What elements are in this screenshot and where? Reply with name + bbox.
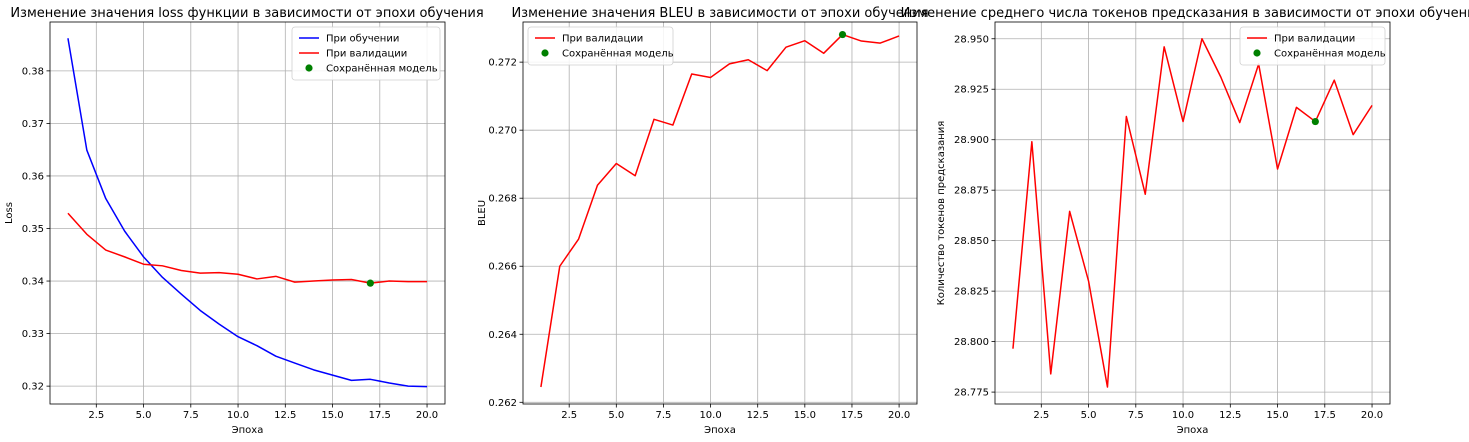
legend-label: При обучении xyxy=(326,34,399,45)
saved-model-point xyxy=(1311,117,1319,126)
y-tick-label: 0.270 xyxy=(488,126,517,137)
x-axis-label: Эпоха xyxy=(232,425,264,436)
y-tick-label: 0.34 xyxy=(22,277,44,288)
series-line-при-валидации xyxy=(1012,38,1373,388)
x-tick-label: 7.5 xyxy=(183,410,199,421)
legend-label: Сохранённая модель xyxy=(326,64,438,75)
legend: При валидации Сохранённая модель xyxy=(527,26,674,66)
x-tick-label: 2.5 xyxy=(1033,410,1049,421)
chart-title: Изменение значения loss функции в зависи… xyxy=(10,6,483,21)
y-tick-label: 0.36 xyxy=(22,171,44,182)
x-tick-label: 5.0 xyxy=(1081,410,1097,421)
y-tick-label: 0.35 xyxy=(22,224,44,235)
legend-box xyxy=(527,26,674,66)
y-axis-label: Количество токенов предсказания xyxy=(936,121,947,306)
y-tick-label: 28.800 xyxy=(954,337,989,348)
legend-label: Сохранённая модель xyxy=(562,49,674,60)
x-tick-label: 20.0 xyxy=(416,410,438,421)
x-tick-label: 10.0 xyxy=(227,410,249,421)
x-tick-label: 10.0 xyxy=(699,410,721,421)
legend-box xyxy=(291,26,441,81)
y-tick-label: 0.38 xyxy=(22,66,44,77)
y-tick-label: 28.900 xyxy=(954,135,989,146)
y-axis-label: BLEU xyxy=(477,200,488,226)
y-tick-label: 28.875 xyxy=(954,186,989,197)
x-tick-label: 20.0 xyxy=(888,410,910,421)
y-tick-label: 0.268 xyxy=(488,194,517,205)
x-tick-label: 17.5 xyxy=(369,410,391,421)
y-tick-label: 0.32 xyxy=(22,382,44,393)
series-line-при-валидации xyxy=(540,33,900,388)
x-tick-label: 2.5 xyxy=(88,410,104,421)
y-tick-label: 0.33 xyxy=(22,329,44,340)
legend: При обучении При валидации Сохранённая мод… xyxy=(291,26,441,81)
x-axis-label: Эпоха xyxy=(704,425,736,436)
y-axis-label: Loss xyxy=(4,202,15,224)
y-tick-label: 0.266 xyxy=(488,262,517,273)
x-tick-label: 17.5 xyxy=(841,410,863,421)
plot-frame xyxy=(994,21,1391,405)
x-axis-label: Эпоха xyxy=(1177,425,1209,436)
legend-swatch-dot xyxy=(305,64,313,72)
legend-label: При валидации xyxy=(1274,34,1355,45)
plot-frame xyxy=(49,21,446,405)
x-tick-label: 2.5 xyxy=(561,410,577,421)
x-tick-label: 7.5 xyxy=(655,410,671,421)
saved-model-point xyxy=(366,279,374,287)
chart-title: Изменение среднего числа токенов предска… xyxy=(901,6,1469,21)
x-tick-label: 12.5 xyxy=(747,410,769,421)
legend-swatch-dot xyxy=(541,49,549,57)
x-tick-label: 17.5 xyxy=(1314,410,1336,421)
x-tick-label: 15.0 xyxy=(1266,410,1288,421)
y-tick-label: 0.262 xyxy=(488,398,517,409)
chart-title: Изменение значения BLEU в зависимости от… xyxy=(511,6,928,21)
legend-label: Сохранённая модель xyxy=(1274,49,1386,60)
x-tick-label: 12.5 xyxy=(274,410,296,421)
x-tick-label: 10.0 xyxy=(1172,410,1194,421)
chart-1: 2.5 5.0 7.5 10.0 12.5 15.0 17.5 20.0 0.32 0.33 0.3… xyxy=(4,6,484,436)
y-tick-label: 28.950 xyxy=(954,34,989,45)
y-tick-label: 0.264 xyxy=(488,330,517,341)
legend-label: При валидации xyxy=(562,34,643,45)
series-line-при-обучении xyxy=(67,38,428,388)
y-tick-label: 28.775 xyxy=(954,388,989,399)
saved-model-point xyxy=(838,30,847,39)
chart-2: 2.5 5.0 7.5 10.0 12.5 15.0 17.5 20.0 0.262 0.264 0… xyxy=(477,6,929,436)
x-tick-label: 5.0 xyxy=(136,410,152,421)
x-tick-label: 15.0 xyxy=(794,410,816,421)
y-tick-label: 0.37 xyxy=(22,119,44,130)
legend-swatch-dot xyxy=(1253,49,1261,57)
x-tick-label: 12.5 xyxy=(1219,410,1241,421)
legend-box xyxy=(1239,26,1386,66)
y-tick-label: 28.925 xyxy=(954,85,989,96)
y-tick-label: 28.850 xyxy=(954,236,989,247)
y-tick-label: 28.825 xyxy=(954,287,989,298)
chart-3: 2.5 5.0 7.5 10.0 12.5 15.0 17.5 20.0 28.775 28.80… xyxy=(901,6,1469,436)
legend-label: При валидации xyxy=(326,49,407,60)
legend: При валидации Сохранённая модель xyxy=(1239,26,1386,66)
series-line-при-валидации xyxy=(67,212,428,284)
x-tick-label: 5.0 xyxy=(608,410,624,421)
x-tick-label: 7.5 xyxy=(1128,410,1144,421)
y-tick-label: 0.272 xyxy=(488,58,517,69)
x-tick-label: 15.0 xyxy=(321,410,343,421)
plot-frame xyxy=(522,21,918,405)
x-tick-label: 20.0 xyxy=(1361,410,1383,421)
